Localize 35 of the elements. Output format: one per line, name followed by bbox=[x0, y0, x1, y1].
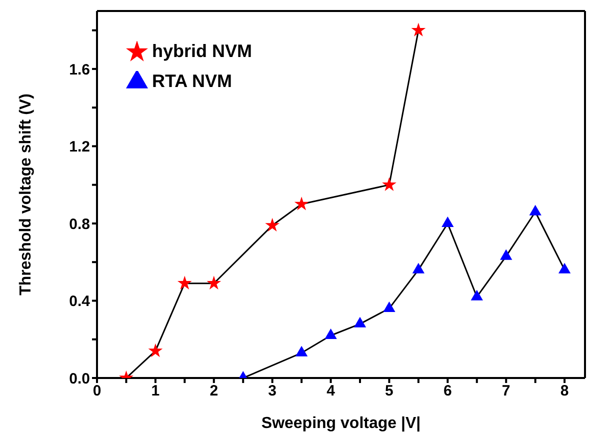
point bbox=[295, 346, 308, 356]
point bbox=[294, 196, 309, 210]
point bbox=[324, 328, 337, 340]
x-tick-label: 7 bbox=[502, 382, 510, 400]
y-axis-title: Threshold voltage shift (V) bbox=[18, 94, 35, 296]
point bbox=[558, 262, 571, 274]
point bbox=[354, 316, 366, 328]
point bbox=[265, 218, 280, 232]
x-tick-label: 4 bbox=[326, 382, 336, 400]
point bbox=[500, 249, 512, 260]
point bbox=[206, 276, 222, 290]
point bbox=[470, 290, 483, 300]
point bbox=[382, 177, 396, 191]
x-tick-label: 6 bbox=[443, 382, 452, 400]
point bbox=[383, 301, 396, 312]
point bbox=[411, 22, 426, 36]
point bbox=[148, 343, 163, 358]
x-tick-label: 1 bbox=[151, 382, 160, 400]
y-tick-label: 1.2 bbox=[69, 138, 90, 156]
legend-label: hybrid NVM bbox=[152, 41, 252, 61]
x-tick-label: 8 bbox=[560, 382, 569, 400]
point bbox=[412, 262, 425, 274]
point bbox=[442, 216, 454, 227]
x-axis-title: Sweeping voltage |V| bbox=[261, 415, 421, 432]
x-tick-label: 0 bbox=[92, 382, 102, 400]
legend-label: RTA NVM bbox=[152, 71, 232, 91]
point bbox=[529, 204, 542, 216]
y-tick-label: 0.8 bbox=[69, 216, 90, 233]
y-tick-label: 0.0 bbox=[69, 370, 90, 388]
y-tick-label: 0.4 bbox=[69, 293, 91, 310]
x-tick-label: 2 bbox=[210, 382, 218, 400]
x-tick-label: 3 bbox=[268, 382, 276, 400]
x-tick-label: 5 bbox=[385, 382, 394, 400]
point bbox=[177, 276, 192, 290]
y-tick-label: 1.6 bbox=[69, 61, 90, 78]
